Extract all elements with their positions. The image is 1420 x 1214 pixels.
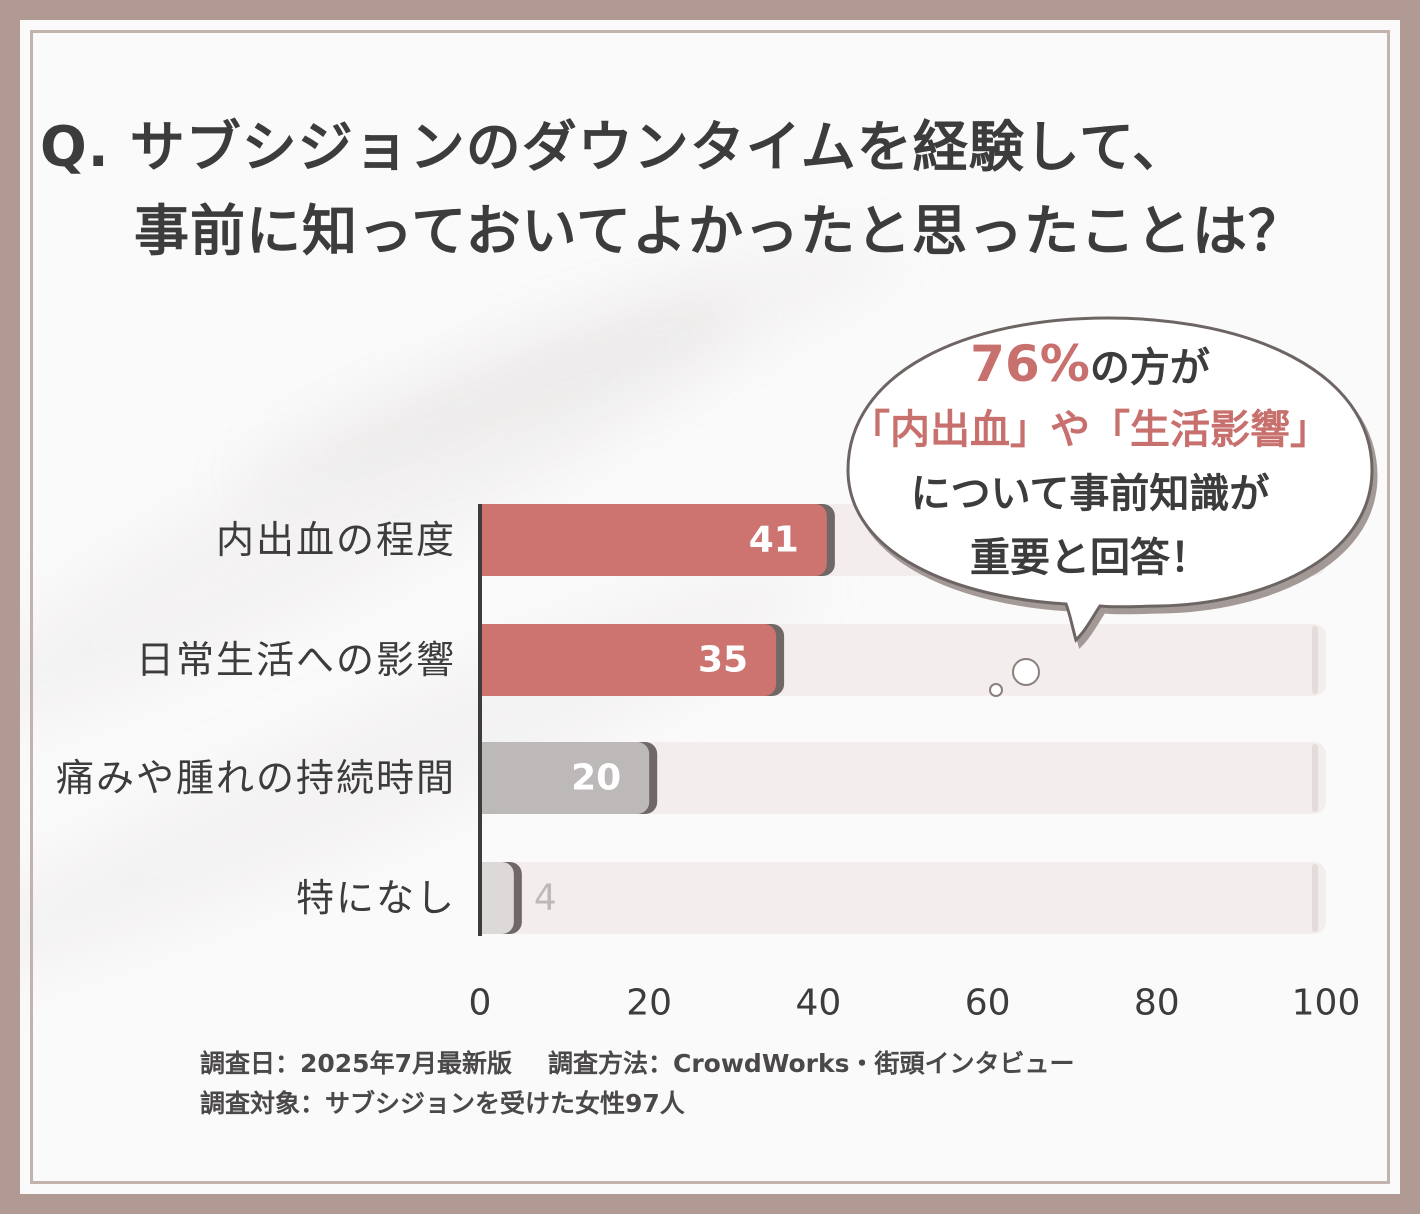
bar-value-label: 4 [534, 878, 557, 919]
category-label: 痛みや腫れの持続時間 [56, 756, 456, 800]
bar-track [480, 862, 1326, 934]
bar-left-square [480, 742, 492, 814]
bar-track-edge [1312, 744, 1318, 812]
callout-dot-small [989, 683, 1003, 697]
category-label: 内出血の程度 [216, 518, 456, 562]
survey-target: 調査対象：サブシジョンを受けた女性97人 [200, 1089, 685, 1118]
survey-date: 調査日：2025年7月最新版 [200, 1049, 512, 1078]
callout-bubble [846, 316, 1374, 697]
survey-method: 調査方法：CrowdWorks・街頭インタビュー [547, 1049, 1075, 1078]
category-label: 特になし [296, 876, 456, 920]
x-tick-label: 0 [469, 983, 492, 1024]
bar [480, 624, 777, 696]
bar [480, 504, 827, 576]
bar-left-square [480, 624, 492, 696]
title-line-2: 事前に知っておいてよかったと思ったことは？ [134, 199, 1304, 263]
bar [480, 742, 650, 814]
bar-track-edge [1312, 626, 1318, 694]
callout-line4: 重要と回答！ [970, 535, 1210, 581]
bar-track [480, 742, 1326, 814]
bar-value-label: 20 [571, 758, 621, 799]
bar-value-label: 35 [698, 640, 748, 681]
category-label: 日常生活への影響 [136, 638, 456, 682]
bar-left-square [480, 504, 492, 576]
callout-text: 76%の方が 「内出血」や「生活影響」 について事前知識が 重要と回答！ [830, 330, 1350, 590]
callout-line1-rest: の方が [1089, 345, 1210, 391]
callout-line3: について事前知識が [910, 471, 1270, 517]
title-line-1: Q. サブシジョンのダウンタイムを経験して、 [40, 115, 1189, 179]
x-tick-label: 20 [626, 983, 672, 1024]
survey-footer: 調査日：2025年7月最新版 調査方法：CrowdWorks・街頭インタビュー 調… [200, 1044, 1075, 1124]
bar-track-edge [1312, 864, 1318, 932]
callout-percent: 76% [970, 335, 1090, 393]
callout-line2: 「内出血」や「生活影響」 [850, 407, 1330, 453]
x-tick-label: 80 [1134, 983, 1180, 1024]
x-tick-label: 60 [965, 983, 1011, 1024]
callout-bubble-shape [846, 316, 1374, 643]
bar-value-label: 41 [749, 520, 799, 561]
callout-dot-large [1012, 658, 1040, 686]
x-tick-label: 100 [1292, 983, 1361, 1024]
bar-left-square [480, 862, 492, 934]
x-tick-label: 40 [795, 983, 841, 1024]
